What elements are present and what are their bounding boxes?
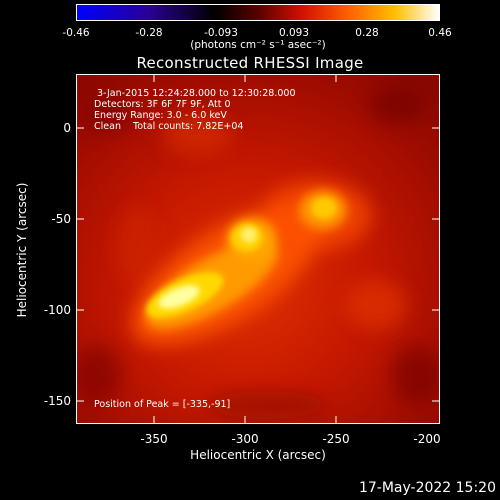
x-tick-label: -200 xyxy=(413,432,441,446)
date-stamp: 17-May-2022 15:20 xyxy=(358,480,496,496)
colorbar-tick-label: -0.46 xyxy=(62,27,90,39)
x-tick-label: -350 xyxy=(140,432,168,446)
y-tick-label: -100 xyxy=(43,303,71,317)
plot-title: Reconstructed RHESSI Image xyxy=(136,54,364,72)
y-tick-label: -50 xyxy=(51,212,71,226)
rhessi-image: 3-Jan-2015 12:24:28.000 to 12:30:28.000 … xyxy=(76,74,440,424)
y-tick-label: -150 xyxy=(43,394,71,408)
x-axis-label: Heliocentric X (arcsec) xyxy=(190,448,326,462)
peak-position-label: Position of Peak = [-335,-91] xyxy=(94,399,231,410)
colorbar-tick-label: 0.28 xyxy=(355,27,379,39)
y-axis-label: Heliocentric Y (arcsec) xyxy=(15,182,29,318)
colorbar xyxy=(76,4,440,21)
rhessi-image-render xyxy=(77,75,439,423)
energy-range-label: Energy Range: 3.0 - 6.0 keV xyxy=(94,110,227,121)
x-tick-label: -300 xyxy=(231,432,259,446)
detectors-label: Detectors: 3F 6F 7F 9F, Att 0 xyxy=(94,99,231,110)
y-tick-label: 0 xyxy=(63,121,71,135)
colorbar-tick-label: 0.093 xyxy=(278,27,310,39)
colorbar-units: (photons cm⁻² s⁻¹ asec⁻²) xyxy=(190,39,326,51)
clean-counts-label: Clean Total counts: 7.82E+04 xyxy=(94,121,244,132)
x-tick-label: -250 xyxy=(322,432,350,446)
colorbar-tick-label: -0.28 xyxy=(135,27,163,39)
colorbar-tick-label: 0.46 xyxy=(428,27,452,39)
time-range-label: 3-Jan-2015 12:24:28.000 to 12:30:28.000 xyxy=(97,88,296,99)
colorbar-tick-label: -0.093 xyxy=(204,27,238,39)
colorbar-gradient xyxy=(77,5,439,20)
